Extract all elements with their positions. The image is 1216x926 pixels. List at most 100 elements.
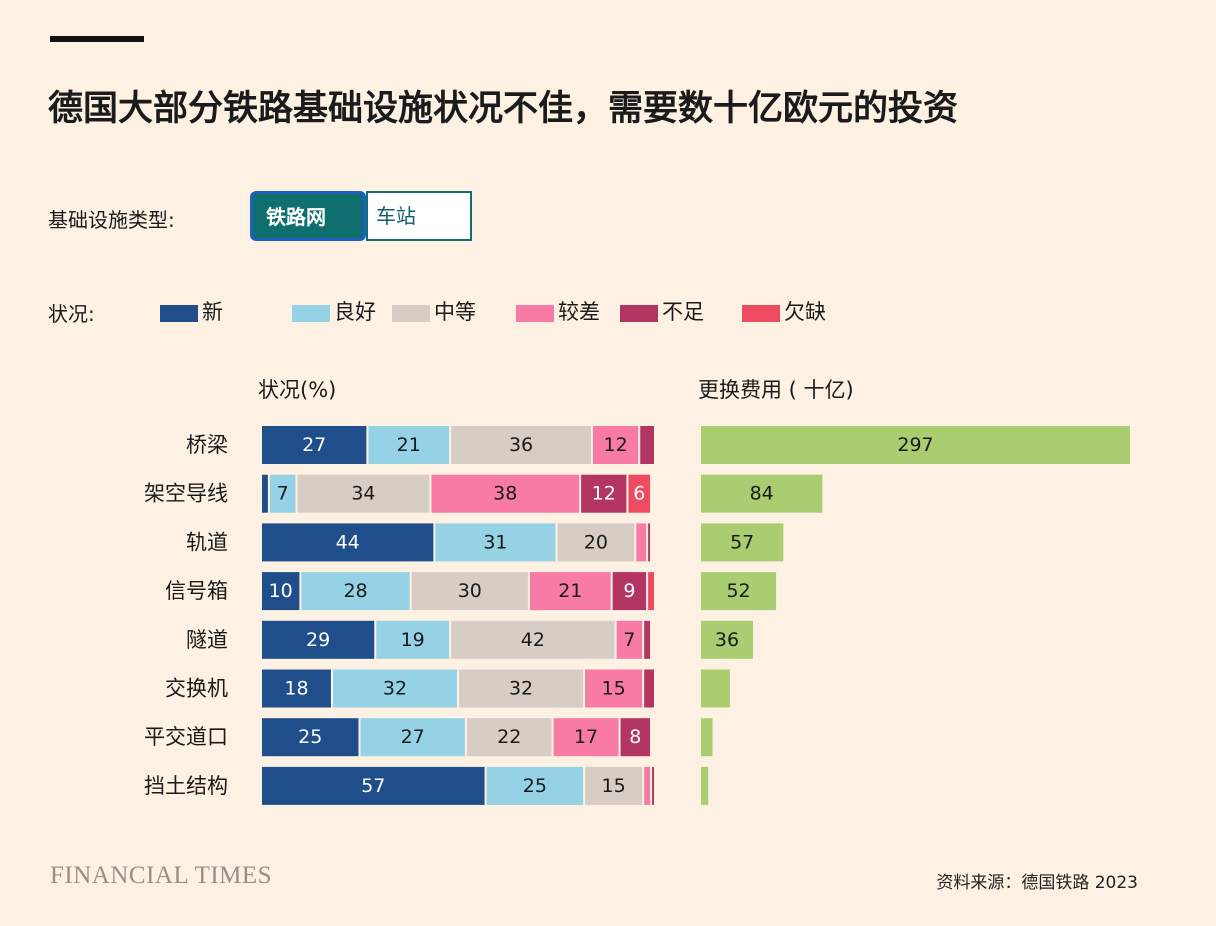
condition-value-label: 10 (269, 580, 293, 602)
condition-value-label: 34 (351, 483, 375, 505)
legend-text-good: 良好 (334, 300, 376, 324)
legend-swatch-poor (516, 304, 554, 322)
condition-value-label: 15 (602, 775, 626, 797)
cost-value-label: 36 (715, 629, 739, 651)
condition-value-label: 12 (604, 434, 628, 456)
condition-bar-segment (262, 572, 300, 611)
condition-bar-segment (262, 669, 331, 708)
condition-value-label: 30 (458, 580, 482, 602)
legend-item-deficient: 欠缺 (742, 296, 826, 330)
cost-bar (701, 620, 753, 659)
condition-bar-segment (612, 572, 647, 611)
condition-bar-segment (640, 426, 654, 464)
condition-bar-segment (636, 523, 647, 562)
condition-bar-segment (411, 572, 528, 611)
legend-item-poor: 较差 (516, 296, 600, 330)
filter-option-rail-network[interactable]: 铁路网 (250, 191, 366, 241)
condition-bar-segment (628, 474, 651, 513)
cost-header: 更换费用 ( 十亿) (698, 378, 854, 402)
category-label: 隧道 (186, 628, 228, 652)
cost-bar (701, 669, 730, 708)
condition-value-label: 57 (361, 775, 385, 797)
legend-text-medium: 中等 (434, 300, 476, 324)
condition-bar-segment (585, 766, 643, 805)
source-note: 资料来源：德国铁路 2023 (936, 873, 1138, 893)
condition-bar-segment (262, 718, 359, 757)
condition-bar-segment (435, 523, 556, 562)
condition-value-label: 25 (298, 726, 322, 748)
cost-value-label: 84 (750, 483, 774, 505)
legend-swatch-deficient (742, 304, 780, 322)
condition-header: 状况(%) (258, 378, 337, 402)
condition-value-label: 32 (383, 678, 407, 700)
condition-value-label: 7 (623, 629, 635, 651)
condition-bar-segment (581, 474, 627, 513)
condition-value-label: 9 (623, 580, 635, 602)
condition-bar-segment (360, 718, 465, 757)
legend-text-insufficient: 不足 (662, 300, 704, 324)
condition-value-label: 17 (574, 726, 598, 748)
condition-bar-segment (431, 474, 580, 513)
chart-title: 德国大部分铁路基础设施状况不佳，需要数十亿欧元的投资 (48, 89, 959, 129)
legend-item-good: 良好 (292, 296, 376, 330)
condition-bar-segment (376, 620, 450, 659)
condition-bar-segment (262, 620, 375, 659)
condition-bar-segment (557, 523, 635, 562)
condition-bar-segment (553, 718, 619, 757)
filter-option-stations[interactable]: 车站 (366, 191, 472, 241)
condition-bar-segment (585, 669, 643, 708)
legend-swatch-insufficient (620, 304, 658, 322)
condition-value-label: 28 (343, 580, 367, 602)
condition-value-label: 32 (509, 678, 533, 700)
condition-bar-segment (486, 766, 584, 805)
category-label: 平交道口 (144, 725, 228, 749)
cost-bar (701, 474, 823, 513)
condition-value-label: 20 (584, 531, 608, 553)
condition-bar-segment (616, 620, 643, 659)
category-label: 交换机 (165, 677, 228, 701)
condition-bar-segment (262, 523, 434, 562)
category-label: 桥梁 (186, 433, 228, 457)
condition-value-label: 31 (483, 531, 507, 553)
condition-bar-segment (644, 620, 651, 659)
cost-value-label: 297 (897, 434, 933, 456)
condition-bar-segment (297, 474, 430, 513)
condition-value-label: 36 (509, 434, 533, 456)
cost-bar (701, 572, 777, 611)
cost-bar (701, 426, 1130, 464)
filter-label: 基础设施类型: (48, 208, 175, 232)
category-label: 轨道 (186, 530, 228, 554)
condition-value-label: 44 (336, 531, 360, 553)
condition-value-label: 27 (401, 726, 425, 748)
condition-value-label: 21 (558, 580, 582, 602)
condition-bar-segment (332, 669, 457, 708)
legend-text-new: 新 (202, 300, 223, 324)
category-label: 信号箱 (165, 579, 228, 603)
cost-bar (701, 718, 713, 757)
condition-value-label: 27 (302, 434, 326, 456)
cost-value-label: 57 (730, 531, 754, 553)
condition-bar-segment (529, 572, 611, 611)
condition-value-label: 15 (602, 678, 626, 700)
legend-text-poor: 较差 (558, 300, 600, 324)
condition-bar-segment (648, 523, 651, 562)
condition-bar-segment (368, 426, 450, 464)
condition-value-label: 25 (523, 775, 547, 797)
condition-value-label: 12 (592, 483, 616, 505)
condition-bar-segment (262, 426, 367, 464)
condition-bar-segment (262, 474, 268, 513)
legend-swatch-good (292, 304, 330, 322)
condition-bar-segment (301, 572, 410, 611)
condition-bar-segment (644, 669, 654, 708)
condition-value-label: 18 (284, 678, 308, 700)
condition-value-label: 38 (493, 483, 517, 505)
condition-bar-segment (644, 766, 651, 805)
condition-bar-segment (652, 766, 654, 805)
condition-value-label: 29 (306, 629, 330, 651)
condition-bar-segment (451, 426, 591, 464)
condition-bar-segment (620, 718, 651, 757)
condition-bar-segment (459, 669, 584, 708)
condition-value-label: 42 (521, 629, 545, 651)
cost-bar (701, 523, 784, 562)
